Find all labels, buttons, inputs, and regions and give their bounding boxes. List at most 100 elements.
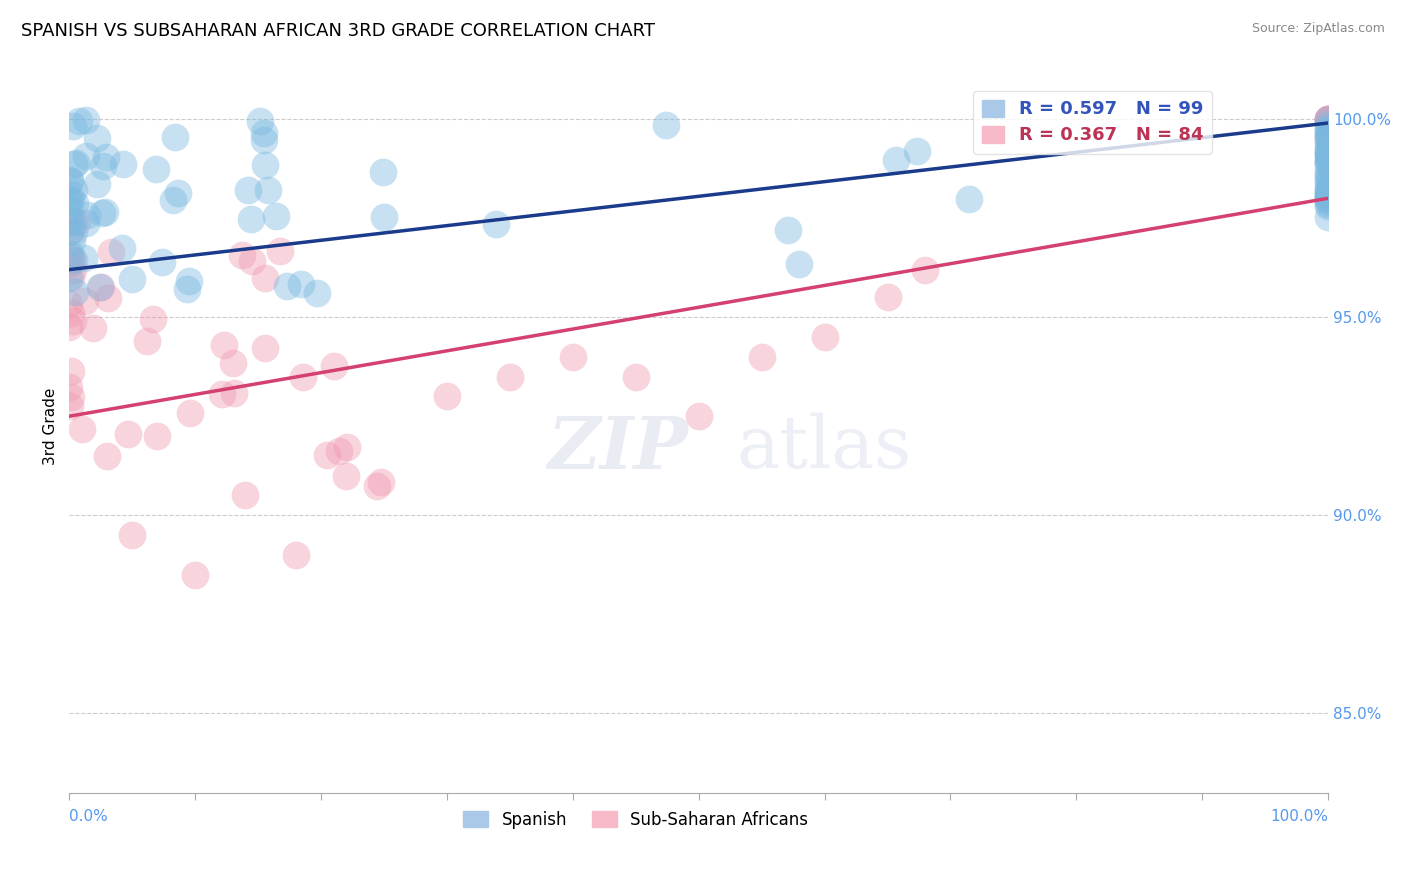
Point [252, 133, 274, 147]
Point [561, 350, 583, 364]
Point [73, 293, 96, 308]
Point [1317, 181, 1340, 195]
Point [1317, 194, 1340, 208]
Point [249, 114, 271, 128]
Point [76, 209, 98, 223]
Point [90, 280, 112, 294]
Point [1317, 140, 1340, 154]
Point [112, 156, 135, 170]
Point [58, 194, 80, 208]
Point [1317, 197, 1340, 211]
Point [58, 271, 80, 285]
Point [58, 296, 80, 310]
Point [1317, 128, 1340, 142]
Point [1317, 118, 1340, 132]
Point [1317, 156, 1340, 170]
Point [97, 291, 120, 305]
Point [1317, 177, 1340, 191]
Point [222, 356, 245, 370]
Point [121, 272, 143, 286]
Point [1317, 112, 1340, 126]
Point [60, 364, 83, 378]
Point [1317, 199, 1340, 213]
Point [1317, 190, 1340, 204]
Point [1317, 189, 1340, 203]
Point [58, 202, 80, 216]
Point [1317, 123, 1340, 137]
Point [1317, 113, 1340, 128]
Point [240, 211, 263, 226]
Text: SPANISH VS SUBSAHARAN AFRICAN 3RD GRADE CORRELATION CHART: SPANISH VS SUBSAHARAN AFRICAN 3RD GRADE … [21, 22, 655, 40]
Point [1317, 153, 1340, 167]
Point [177, 274, 200, 288]
Point [1317, 146, 1340, 161]
Point [58, 214, 80, 228]
Point [284, 548, 307, 562]
Point [66, 214, 89, 228]
Point [253, 157, 276, 171]
Point [63, 252, 86, 267]
Text: ZIP: ZIP [547, 413, 689, 483]
Point [1317, 131, 1340, 145]
Point [60, 234, 83, 248]
Point [59, 271, 82, 285]
Point [884, 153, 907, 167]
Point [1317, 154, 1340, 169]
Point [1317, 112, 1340, 126]
Point [93, 205, 115, 219]
Point [222, 386, 245, 401]
Point [370, 475, 392, 489]
Point [146, 429, 169, 443]
Point [1317, 187, 1340, 202]
Point [62, 262, 84, 277]
Point [624, 369, 647, 384]
Point [366, 479, 388, 493]
Point [1317, 186, 1340, 200]
Point [59, 174, 82, 188]
Point [176, 282, 198, 296]
Point [269, 244, 291, 258]
Point [328, 444, 350, 458]
Point [58, 173, 80, 187]
Point [1317, 154, 1340, 169]
Point [1317, 128, 1340, 142]
Point [1317, 185, 1340, 199]
Point [290, 277, 312, 291]
Point [100, 244, 122, 259]
Point [75, 149, 97, 163]
Point [876, 290, 898, 304]
Point [373, 211, 395, 225]
Point [436, 389, 458, 403]
Point [65, 155, 87, 169]
Point [117, 427, 139, 442]
Point [688, 409, 710, 424]
Point [1317, 182, 1340, 196]
Point [75, 216, 97, 230]
Point [1317, 112, 1340, 126]
Point [179, 405, 201, 419]
Point [162, 193, 184, 207]
Point [60, 253, 83, 268]
Point [62, 314, 84, 328]
Point [91, 206, 114, 220]
Point [1317, 210, 1340, 224]
Point [253, 342, 276, 356]
Point [257, 183, 280, 197]
Point [62, 119, 84, 133]
Point [751, 350, 773, 364]
Point [184, 567, 207, 582]
Point [813, 330, 835, 344]
Point [63, 196, 86, 211]
Point [82, 321, 104, 335]
Point [59, 211, 82, 226]
Point [371, 165, 394, 179]
Point [145, 161, 167, 176]
Text: 0.0%: 0.0% [69, 808, 108, 823]
Point [789, 257, 811, 271]
Point [59, 399, 82, 413]
Point [93, 160, 115, 174]
Point [214, 337, 236, 351]
Point [62, 215, 84, 229]
Point [335, 468, 357, 483]
Point [58, 257, 80, 271]
